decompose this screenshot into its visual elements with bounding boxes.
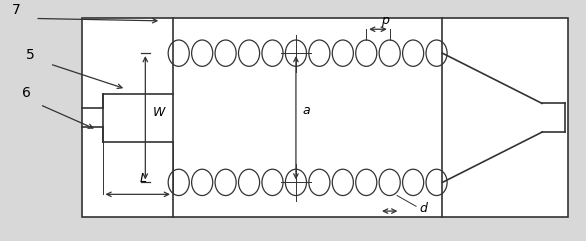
Ellipse shape	[262, 169, 283, 195]
Ellipse shape	[379, 169, 400, 195]
Text: W: W	[153, 107, 165, 120]
Ellipse shape	[192, 40, 213, 66]
Ellipse shape	[426, 169, 447, 195]
Ellipse shape	[403, 169, 424, 195]
Ellipse shape	[215, 40, 236, 66]
Ellipse shape	[168, 169, 189, 195]
Text: d: d	[419, 202, 427, 215]
Text: a: a	[303, 104, 311, 117]
Ellipse shape	[379, 40, 400, 66]
Ellipse shape	[332, 169, 353, 195]
Ellipse shape	[426, 40, 447, 66]
Ellipse shape	[285, 169, 306, 195]
Ellipse shape	[332, 40, 353, 66]
Ellipse shape	[262, 40, 283, 66]
Text: L: L	[140, 172, 147, 185]
Text: 7: 7	[12, 3, 21, 17]
Ellipse shape	[309, 169, 330, 195]
Ellipse shape	[192, 169, 213, 195]
Ellipse shape	[168, 40, 189, 66]
Text: 6: 6	[22, 87, 31, 100]
Bar	[82, 19, 568, 217]
Ellipse shape	[285, 40, 306, 66]
Ellipse shape	[356, 169, 377, 195]
Ellipse shape	[403, 40, 424, 66]
Ellipse shape	[309, 40, 330, 66]
Ellipse shape	[356, 40, 377, 66]
Ellipse shape	[239, 169, 260, 195]
Ellipse shape	[215, 169, 236, 195]
Text: 5: 5	[26, 48, 35, 62]
Ellipse shape	[239, 40, 260, 66]
Text: p: p	[381, 14, 389, 27]
